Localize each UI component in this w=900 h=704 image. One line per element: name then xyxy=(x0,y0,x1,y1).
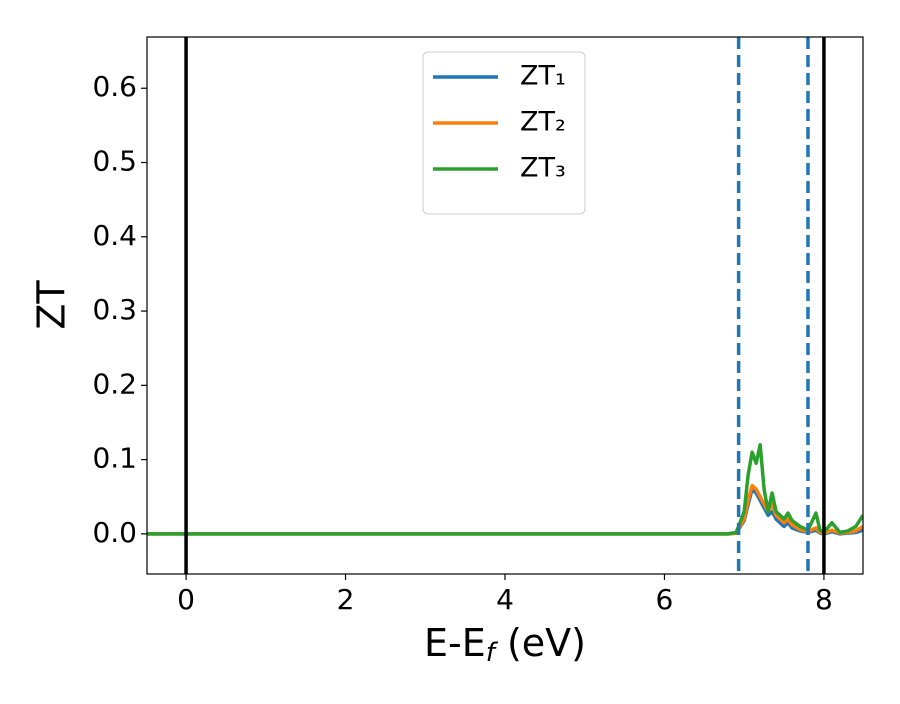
x-tick-label: 2 xyxy=(337,583,355,616)
y-tick-label: 0.3 xyxy=(92,293,137,326)
y-tick-label: 0.0 xyxy=(92,516,137,549)
x-tick-label: 0 xyxy=(177,583,195,616)
x-tick-label: 8 xyxy=(815,583,833,616)
x-axis-label: E-Ef (eV) xyxy=(424,621,586,668)
legend-label: ZT₃ xyxy=(520,153,566,184)
legend-label: ZT₁ xyxy=(520,61,566,92)
series-line xyxy=(147,443,863,536)
y-tick-label: 0.2 xyxy=(92,367,137,400)
y-tick-label: 0.4 xyxy=(92,219,137,252)
x-tick-label: 6 xyxy=(656,583,674,616)
x-tick-label: 4 xyxy=(496,583,514,616)
y-tick-label: 0.1 xyxy=(92,442,137,475)
series-line xyxy=(147,487,863,536)
x-label-tail: (eV) xyxy=(495,621,586,665)
y-tick-label: 0.5 xyxy=(92,145,137,178)
x-label-main: E-E xyxy=(424,621,486,665)
y-axis-label: ZT xyxy=(30,280,74,330)
legend-label: ZT₂ xyxy=(520,107,566,138)
y-tick-label: 0.6 xyxy=(92,70,137,103)
legend-box xyxy=(422,51,586,215)
series-line xyxy=(147,483,863,536)
plot-area xyxy=(147,37,863,574)
